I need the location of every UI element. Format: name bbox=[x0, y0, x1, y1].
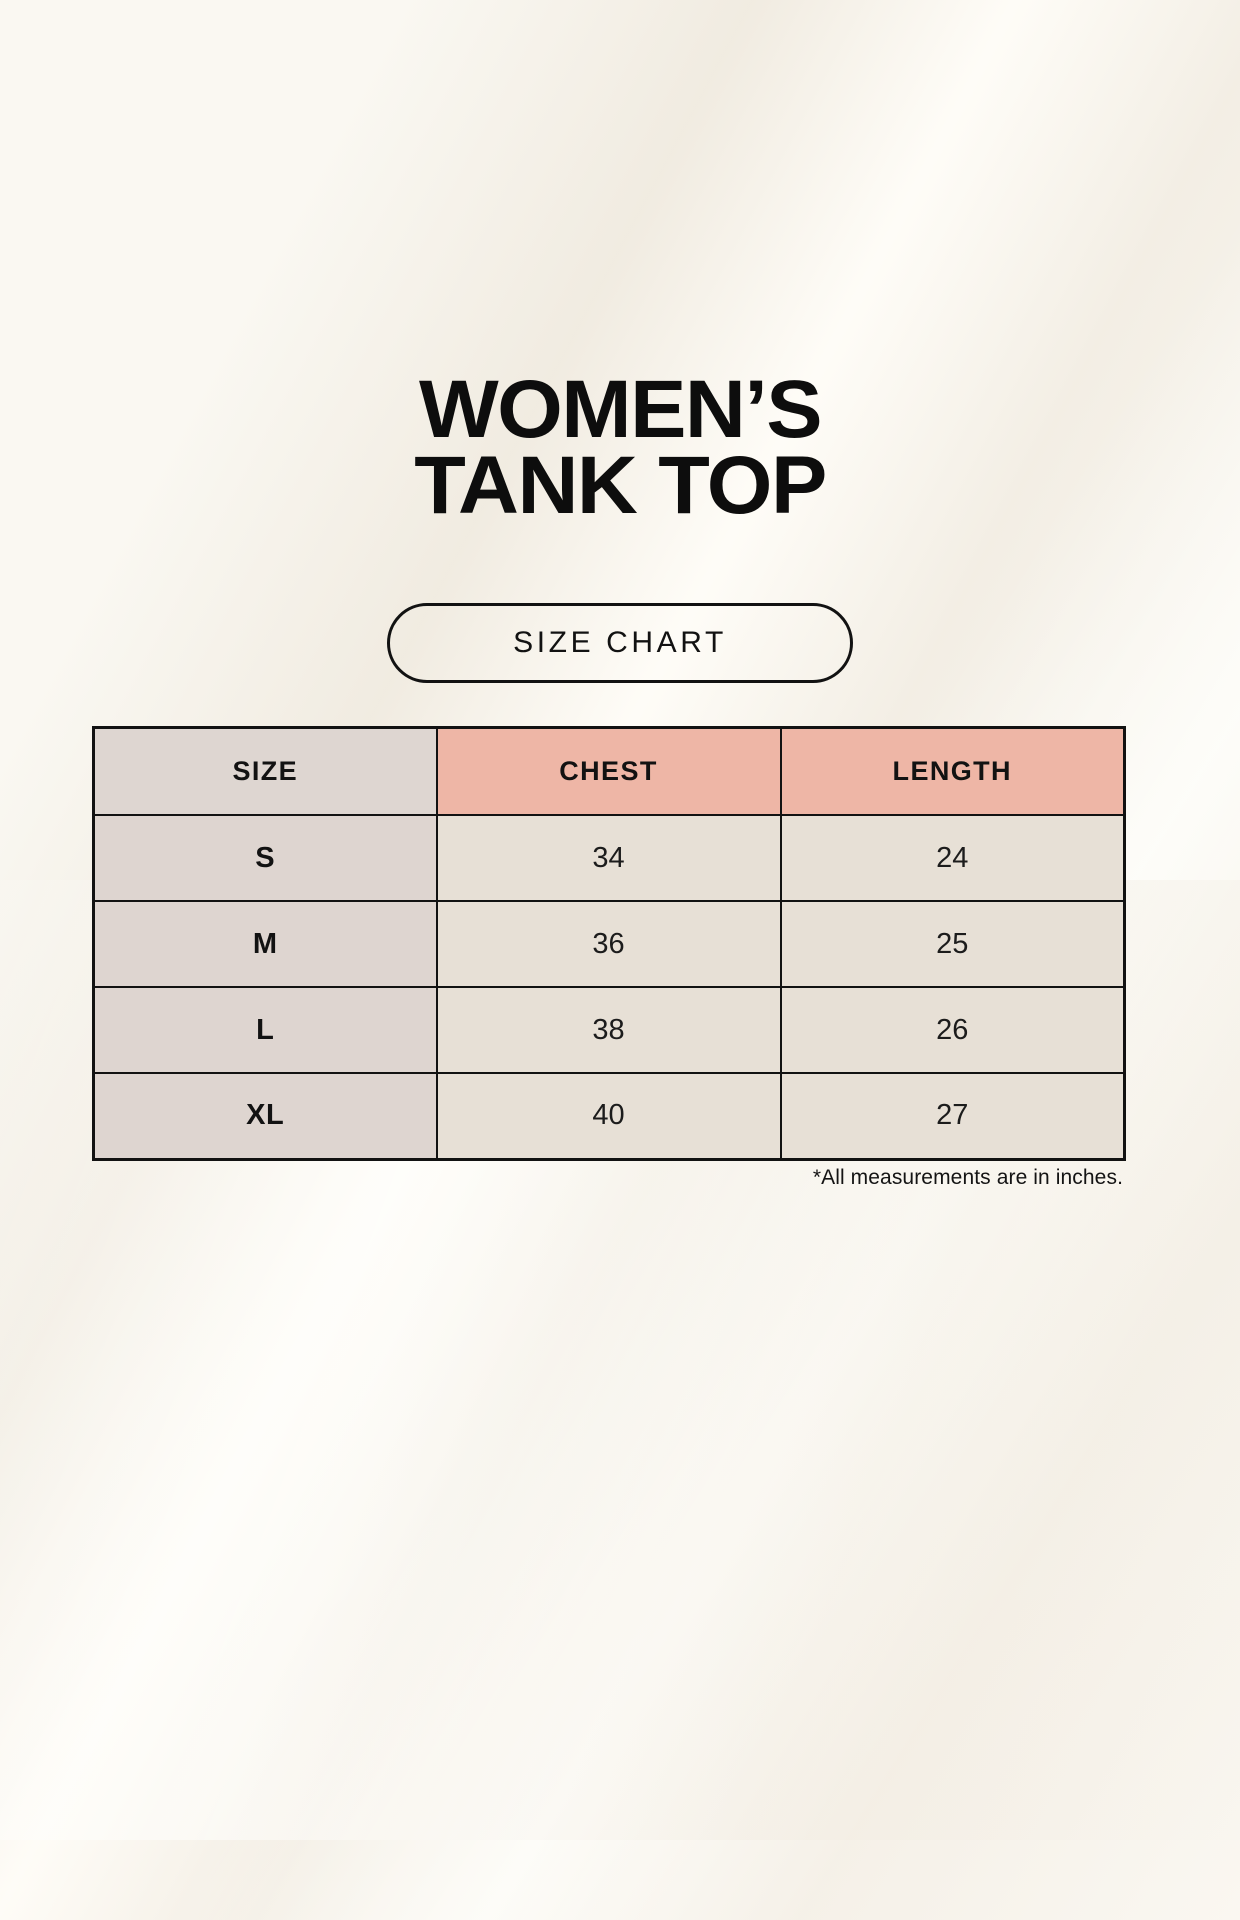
cell-length: 25 bbox=[779, 900, 1126, 988]
cell-chest: 36 bbox=[435, 900, 782, 988]
cell-size: S bbox=[92, 814, 438, 902]
column-header-length: LENGTH bbox=[779, 726, 1126, 816]
cell-size: M bbox=[92, 900, 438, 988]
page-title-line-1: WOMEN’S bbox=[418, 364, 823, 455]
cell-chest: 34 bbox=[435, 814, 782, 902]
table-row: L 38 26 bbox=[92, 986, 1126, 1074]
cell-length: 26 bbox=[779, 986, 1126, 1074]
size-chart-badge-wrapper: SIZE CHART bbox=[0, 603, 1240, 683]
cell-chest: 38 bbox=[435, 986, 782, 1074]
measurement-footnote: *All measurements are in inches. bbox=[812, 1166, 1123, 1189]
size-chart-table-head: SIZE CHEST LENGTH bbox=[92, 726, 1126, 816]
cell-length: 27 bbox=[779, 1072, 1126, 1160]
cell-length: 24 bbox=[779, 814, 1126, 902]
table-row: M 36 25 bbox=[92, 900, 1126, 988]
column-header-chest: CHEST bbox=[435, 726, 782, 816]
size-chart-table-body: S 34 24 M 36 25 L 38 26 XL 40 27 bbox=[92, 814, 1126, 1160]
page-title-line-2: TANK TOP bbox=[414, 440, 827, 531]
size-chart-page: WOMEN’S TANK TOP SIZE CHART SIZE CHEST L… bbox=[0, 364, 1240, 1189]
table-header-row: SIZE CHEST LENGTH bbox=[92, 726, 1126, 816]
cell-size: XL bbox=[92, 1072, 438, 1160]
size-chart-table: SIZE CHEST LENGTH S 34 24 M 36 25 L 38 2… bbox=[92, 726, 1126, 1161]
column-header-size: SIZE bbox=[92, 726, 438, 816]
table-row: S 34 24 bbox=[92, 814, 1126, 902]
table-row: XL 40 27 bbox=[92, 1072, 1126, 1160]
page-title: WOMEN’S TANK TOP bbox=[0, 364, 1240, 531]
size-chart-badge-label: SIZE CHART bbox=[513, 626, 727, 659]
cell-size: L bbox=[92, 986, 438, 1074]
size-chart-badge: SIZE CHART bbox=[387, 603, 853, 683]
cell-chest: 40 bbox=[435, 1072, 782, 1160]
